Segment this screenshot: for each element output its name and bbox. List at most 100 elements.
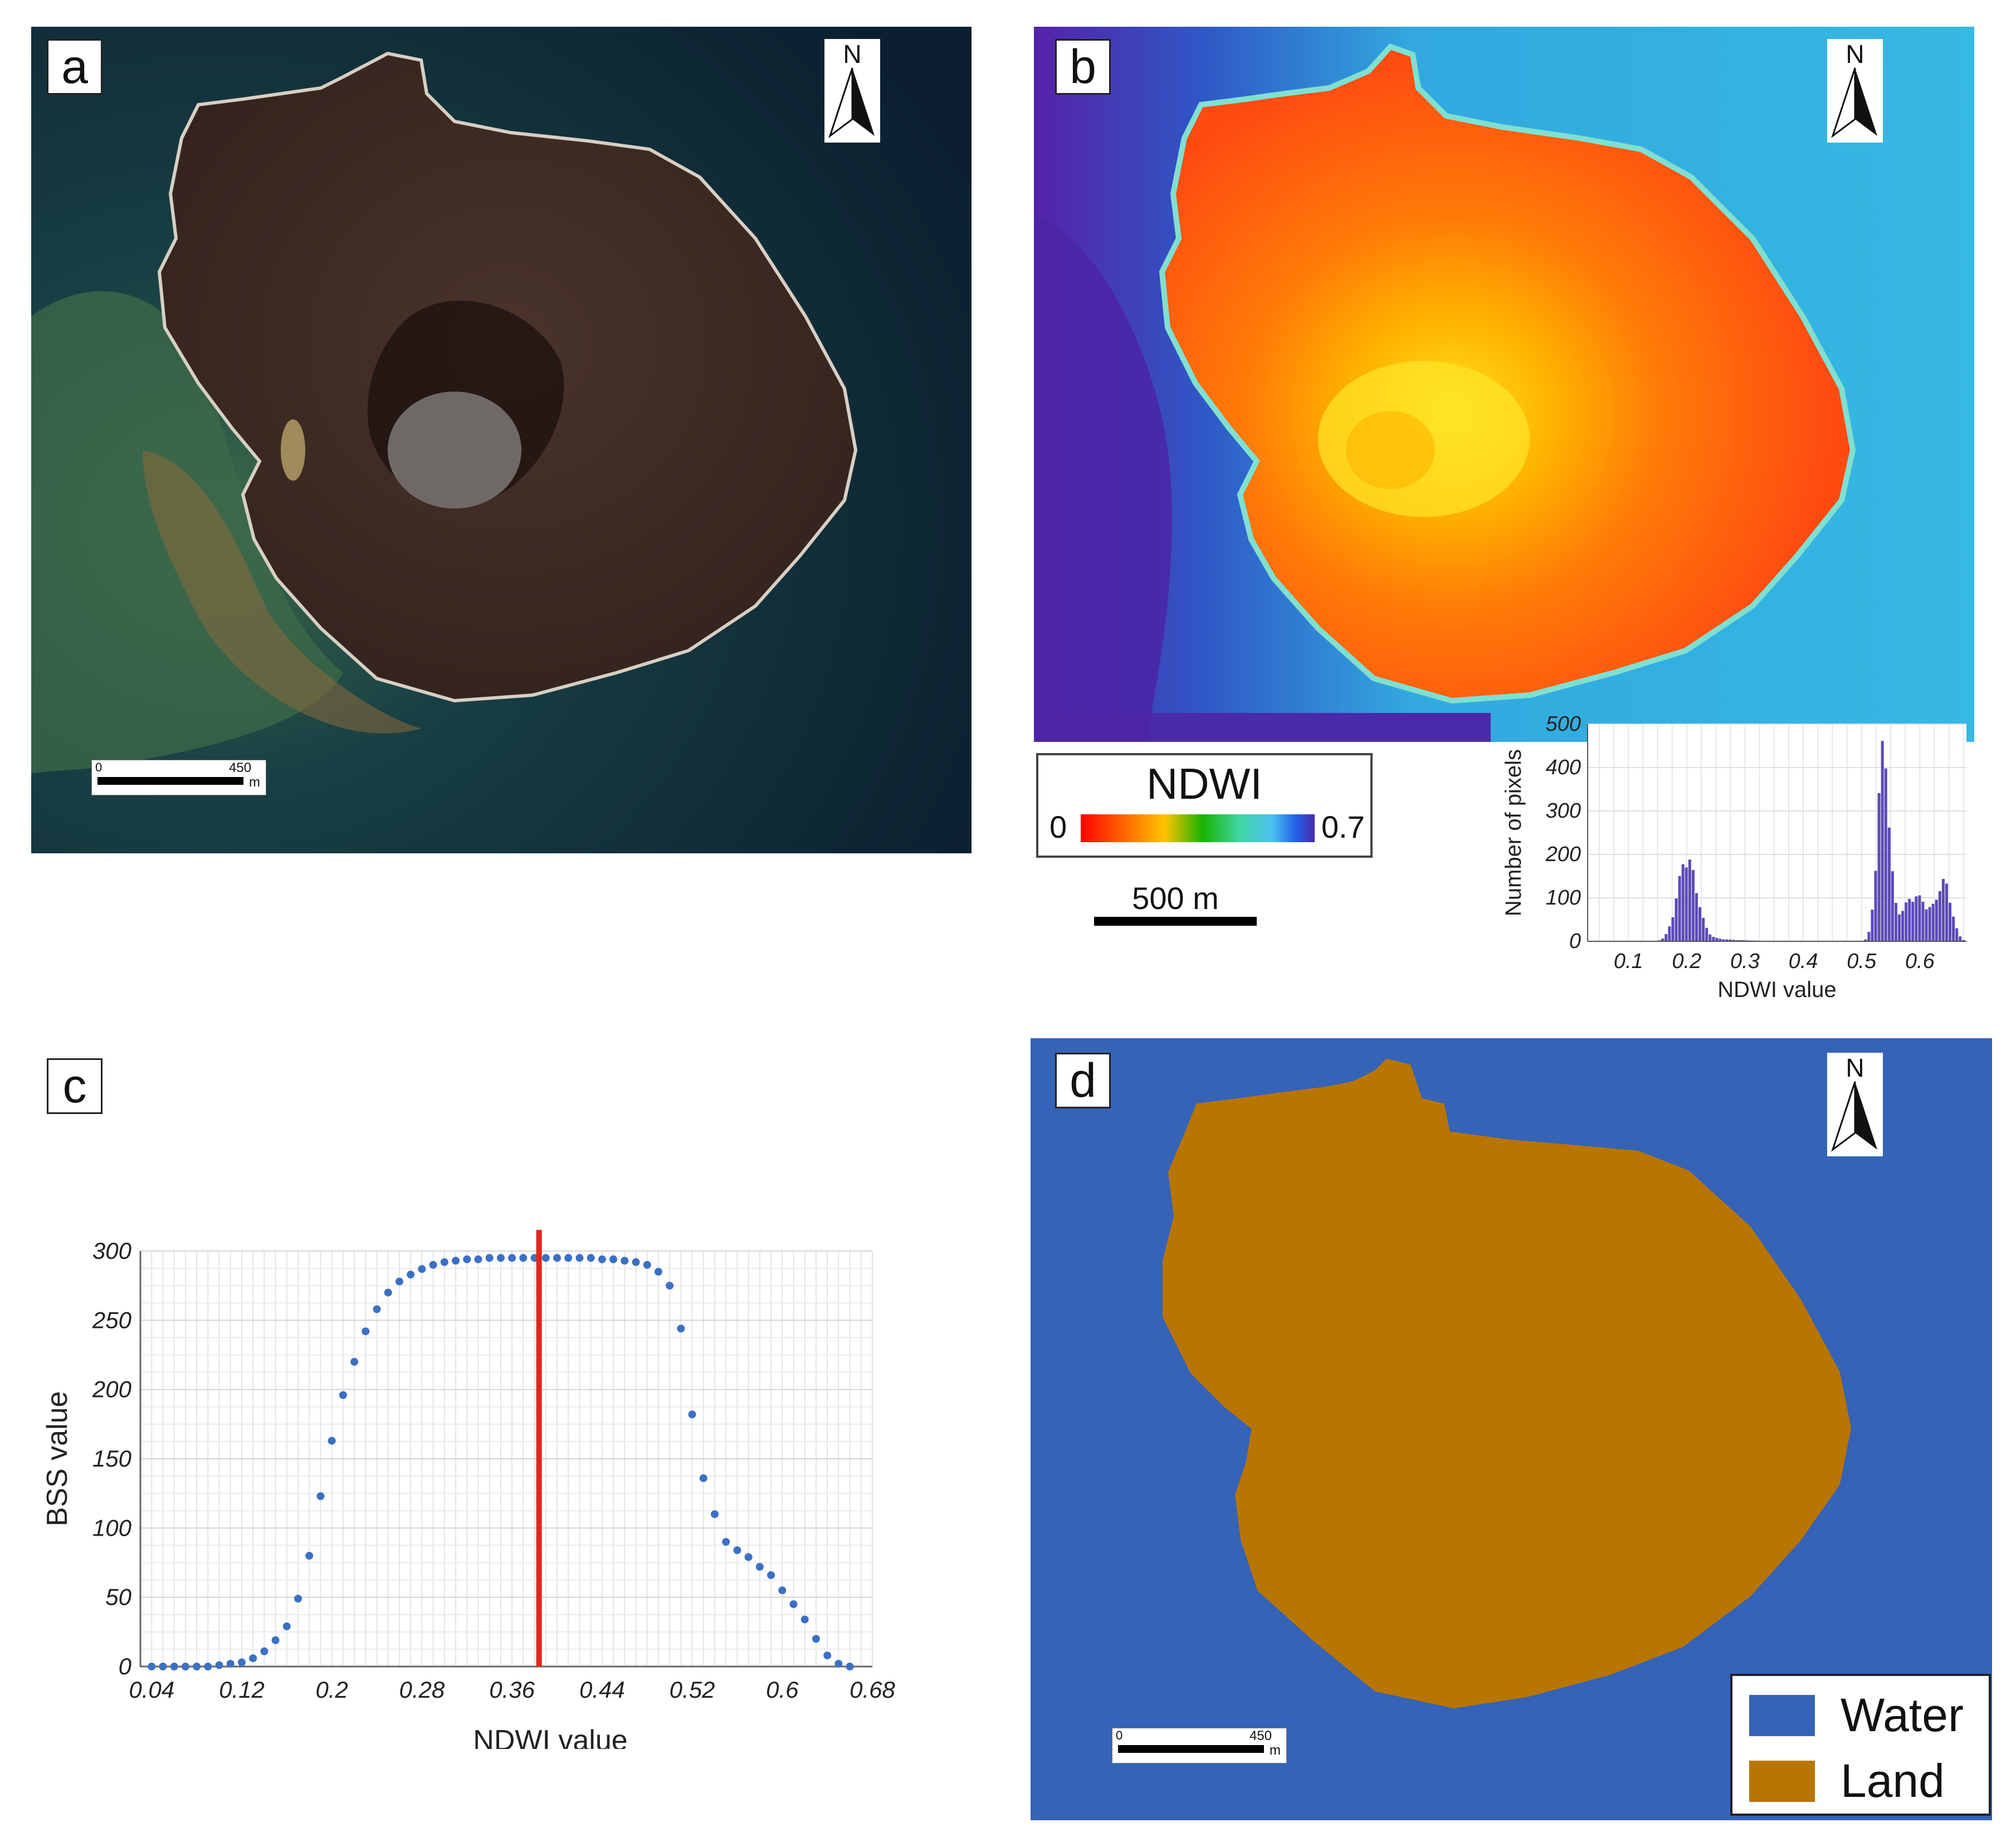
bss-data-point (474, 1255, 482, 1263)
histogram-xlabel: NDWI value (1717, 978, 1836, 1002)
histogram-bar (1925, 909, 1928, 941)
scalebar-start: 0 (95, 760, 102, 774)
bss-data-point (800, 1615, 809, 1624)
histogram-bar (1931, 903, 1935, 941)
panel-a-north-arrow: N (824, 39, 880, 143)
scalebar-end: 450 (1249, 1728, 1272, 1743)
bss-data-point (744, 1553, 753, 1561)
bss-data-point (823, 1651, 832, 1660)
bss-data-point (204, 1663, 212, 1670)
ndwi-map (1034, 27, 1974, 742)
bss-xtick-label: 0.52 (670, 1677, 715, 1703)
bss-data-point (688, 1410, 696, 1419)
bss-xtick-label: 0.04 (129, 1677, 174, 1703)
histogram-bar (1729, 939, 1732, 941)
bss-data-point (767, 1571, 775, 1579)
histogram-xtick-label: 0.3 (1730, 950, 1760, 973)
scalebar-unit: m (1270, 1743, 1281, 1758)
bss-data-point (722, 1538, 730, 1546)
ndwi-legend-max: 0.7 (1321, 809, 1365, 844)
bss-data-point (294, 1595, 302, 1603)
bss-ylabel: BSS value (41, 1391, 74, 1527)
bss-data-point (508, 1254, 516, 1262)
bss-data-point (789, 1600, 798, 1609)
bss-data-point (316, 1492, 325, 1501)
histogram-bar (1941, 878, 1945, 941)
bss-xtick-label: 0.12 (219, 1677, 265, 1703)
bss-data-point (496, 1254, 505, 1262)
north-label: N (1846, 1053, 1864, 1082)
bss-xtick-label: 0.36 (489, 1677, 535, 1703)
north-arrow-icon (1831, 1081, 1877, 1152)
ndwi-histogram: 0 100 200 300 400 500 0.1 0.2 0.3 0.4 0.5 0.6 NDWI v… (1501, 712, 1966, 1002)
north-arrow-icon (828, 67, 875, 139)
histogram-bar (1691, 869, 1695, 941)
histogram-xtick-label: 0.4 (1789, 950, 1818, 973)
histogram-xtick-label: 0.6 (1905, 950, 1935, 973)
bss-data-point (666, 1282, 674, 1290)
legend-water-row: Water (1749, 1688, 1983, 1741)
ndwi-legend-title: NDWI (1146, 759, 1262, 808)
bss-data-point (271, 1636, 280, 1644)
bss-data-point (339, 1391, 347, 1399)
bss-data-point (362, 1327, 370, 1336)
bss-data-point (598, 1255, 606, 1263)
histogram-xtick-label: 0.2 (1672, 950, 1701, 973)
land-water-legend: Water Land (1730, 1674, 1991, 1816)
histogram-bar (1867, 931, 1871, 941)
histogram-bar (1877, 793, 1881, 941)
histogram-ytick-label: 400 (1546, 756, 1581, 779)
histogram-bar (1702, 917, 1705, 941)
panel-b-letter: b (1070, 40, 1096, 94)
ndwi-legend-min: 0 (1050, 809, 1067, 844)
histogram-bar (1918, 895, 1921, 941)
histogram-ytick-label: 200 (1545, 843, 1581, 866)
histogram-bar (1911, 902, 1915, 941)
histogram-bar (1678, 876, 1681, 941)
histogram-bar (1945, 883, 1948, 941)
legend-land-row: Land (1749, 1754, 1983, 1807)
scalebar-bar (1118, 1745, 1264, 1753)
bss-ytick-label: 300 (92, 1238, 132, 1264)
histogram-xtick-label: 0.1 (1614, 950, 1643, 973)
scalebar-start: 0 (1116, 1728, 1123, 1742)
bss-data-point (282, 1622, 291, 1630)
ndwi-color-ramp (1081, 814, 1315, 842)
histogram-bar (1894, 903, 1897, 941)
bss-data-point (553, 1254, 561, 1262)
bss-data-point (384, 1288, 392, 1297)
bss-data-point (621, 1257, 629, 1265)
ndwi-legend: NDWI 0 0.7 (1036, 753, 1373, 858)
scale-500-label: 500 m (1132, 881, 1219, 916)
bss-ytick-label: 150 (92, 1445, 132, 1472)
histogram-bar (1671, 917, 1675, 941)
panel-b-scalebar: 500 m (1092, 880, 1259, 930)
panel-d-north-arrow: N (1827, 1053, 1883, 1156)
bss-data-point (305, 1552, 314, 1560)
bss-data-point (778, 1586, 787, 1595)
bss-ytick-label: 100 (92, 1514, 132, 1541)
histogram-bar (1959, 936, 1962, 941)
histogram-bar (1722, 939, 1725, 941)
north-label: N (1846, 40, 1864, 69)
bss-data-point (452, 1257, 460, 1265)
histogram-bar (1732, 940, 1735, 941)
bss-data-point (463, 1255, 471, 1263)
histogram-bar (1884, 768, 1887, 941)
histogram-bar (1688, 859, 1691, 941)
histogram-bar (1715, 937, 1719, 941)
bss-xtick-label: 0.6 (766, 1677, 799, 1703)
north-arrow-icon (1831, 67, 1877, 139)
histogram-bar (1887, 827, 1891, 941)
histogram-bar (1952, 916, 1955, 941)
bss-data-point (418, 1265, 426, 1273)
histogram-xtick-label: 0.5 (1847, 950, 1877, 973)
bss-data-point (440, 1258, 448, 1266)
panel-a-letter: a (61, 40, 88, 94)
bss-data-point (193, 1663, 201, 1670)
histogram-bar (1725, 939, 1729, 941)
panel-c-label: c (47, 1058, 102, 1114)
histogram-ytick-label: 300 (1546, 799, 1581, 823)
bss-data-point (407, 1271, 415, 1279)
histogram-bar (1871, 910, 1874, 941)
